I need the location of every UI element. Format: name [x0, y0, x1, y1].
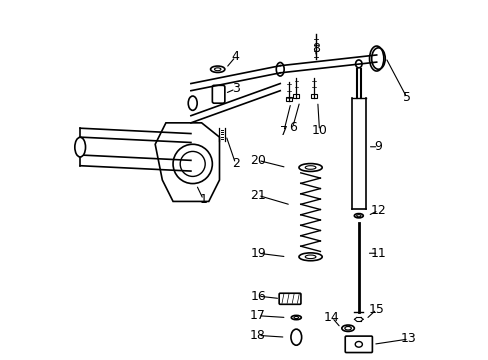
- Text: 2: 2: [231, 157, 239, 170]
- Text: 16: 16: [250, 289, 265, 303]
- Text: 14: 14: [324, 311, 339, 324]
- Text: 6: 6: [288, 121, 296, 134]
- Text: 3: 3: [231, 82, 239, 95]
- Text: 4: 4: [231, 50, 239, 63]
- Text: 15: 15: [368, 303, 384, 316]
- Text: 5: 5: [402, 91, 410, 104]
- Text: 17: 17: [250, 309, 265, 322]
- Text: 18: 18: [250, 329, 265, 342]
- Text: 13: 13: [400, 333, 416, 346]
- Text: 9: 9: [374, 140, 382, 153]
- Text: 20: 20: [250, 154, 265, 167]
- Text: 8: 8: [311, 42, 319, 55]
- Text: 21: 21: [250, 189, 265, 202]
- Text: 19: 19: [250, 247, 265, 260]
- Text: 11: 11: [370, 247, 386, 260]
- Ellipse shape: [75, 137, 85, 157]
- Text: 1: 1: [199, 193, 207, 206]
- Text: 10: 10: [311, 124, 327, 137]
- Text: 12: 12: [370, 204, 386, 217]
- Text: 7: 7: [279, 125, 287, 138]
